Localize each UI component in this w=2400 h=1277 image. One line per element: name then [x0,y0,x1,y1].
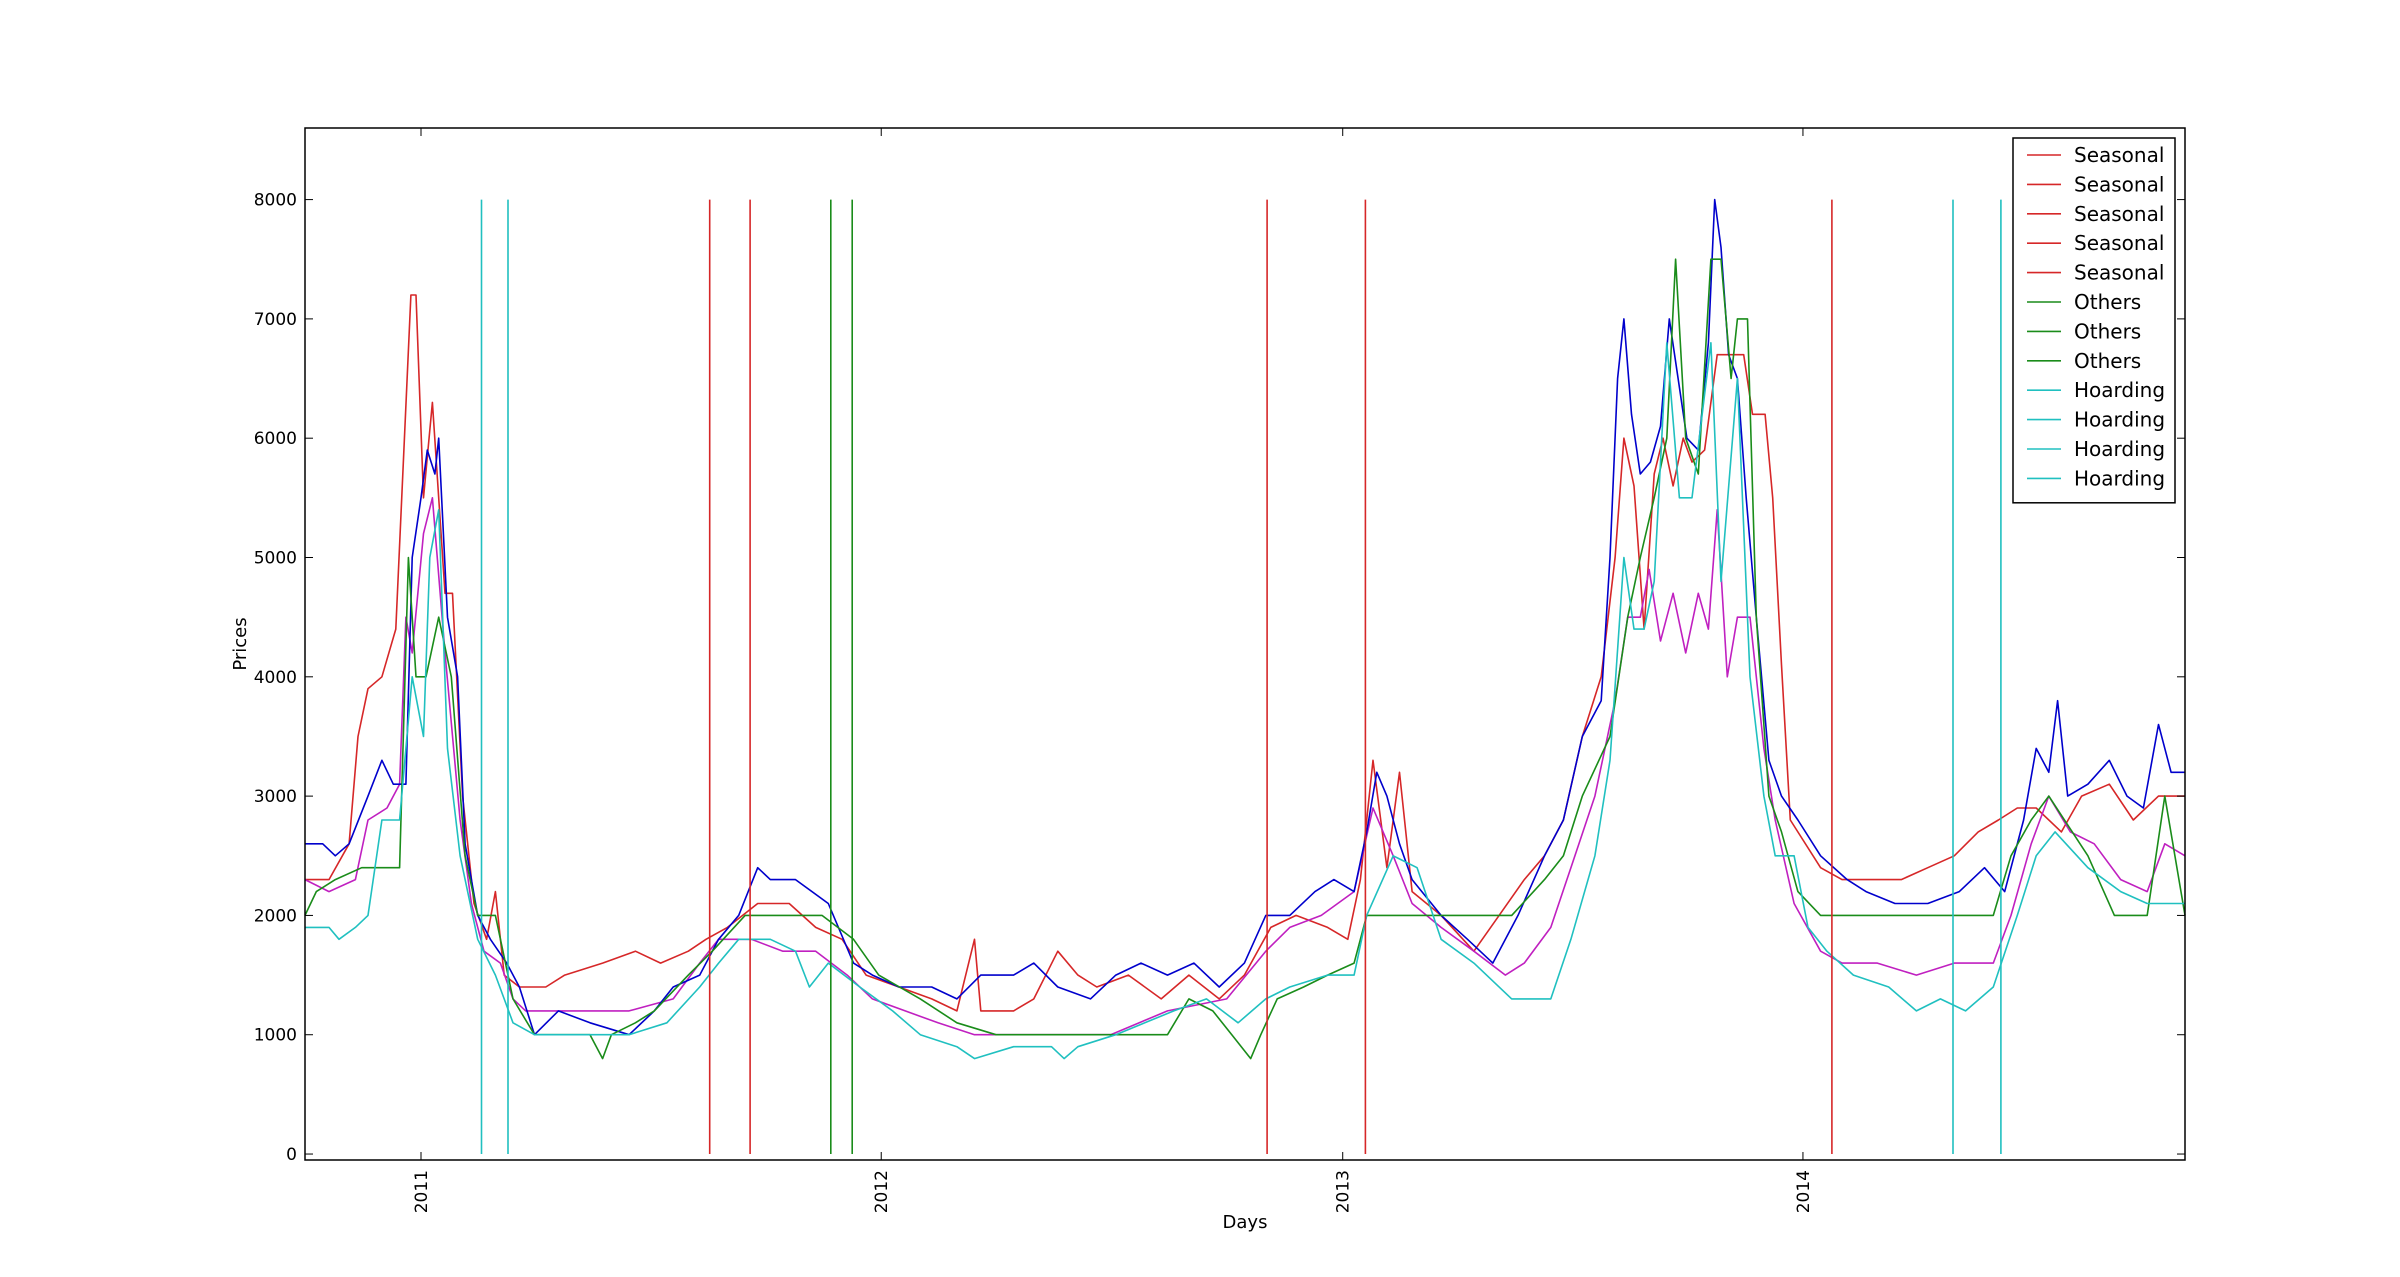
y-tick-label: 1000 [254,1026,297,1046]
legend: Seasonal Seasonal Seasonal Seasonal Seasonal… [2012,137,2176,504]
y-tick-label: 6000 [254,429,297,449]
legend-label: Hoarding [2074,466,2165,490]
x-tick-label: 2014 [1794,1170,1814,1213]
legend-label: Hoarding [2074,378,2165,402]
legend-label: Seasonal [2074,231,2164,255]
legend-label: Hoarding [2074,408,2165,432]
legend-label: Seasonal [2074,261,2164,285]
series-layer [304,198,2186,1154]
series-line-4 [305,341,2185,1060]
ticks-layer: 0 1000 2000 3000 4000 5000 6000 7000 8000 2011 201… [254,128,2185,1213]
x-tick-label: 2013 [1334,1170,1354,1213]
y-tick-label: 2000 [254,906,297,926]
legend-label: Seasonal [2074,202,2164,226]
legend-label: Seasonal [2074,172,2164,196]
x-axis-label: Days [1223,1212,1268,1233]
x-tick-label: 2012 [872,1170,892,1213]
y-tick-label: 8000 [254,191,297,211]
y-tick-label: 3000 [254,787,297,807]
y-tick-label: 0 [286,1145,297,1165]
y-tick-label: 5000 [254,549,297,569]
legend-label: Hoarding [2074,437,2165,461]
legend-label: Others [2074,349,2141,373]
x-tick-label: 2011 [412,1170,432,1213]
legend-label: Others [2074,290,2141,314]
series-line-3 [304,258,2186,1060]
legend-box [2012,137,2176,504]
y-tick-label: 4000 [254,668,297,688]
y-tick-label: 7000 [254,310,297,330]
legend-label: Seasonal [2074,143,2164,167]
plot-frame [304,127,2186,1161]
series-line-0 [305,294,2185,1012]
legend-label: Others [2074,319,2141,343]
y-axis-label: Prices [230,617,251,670]
